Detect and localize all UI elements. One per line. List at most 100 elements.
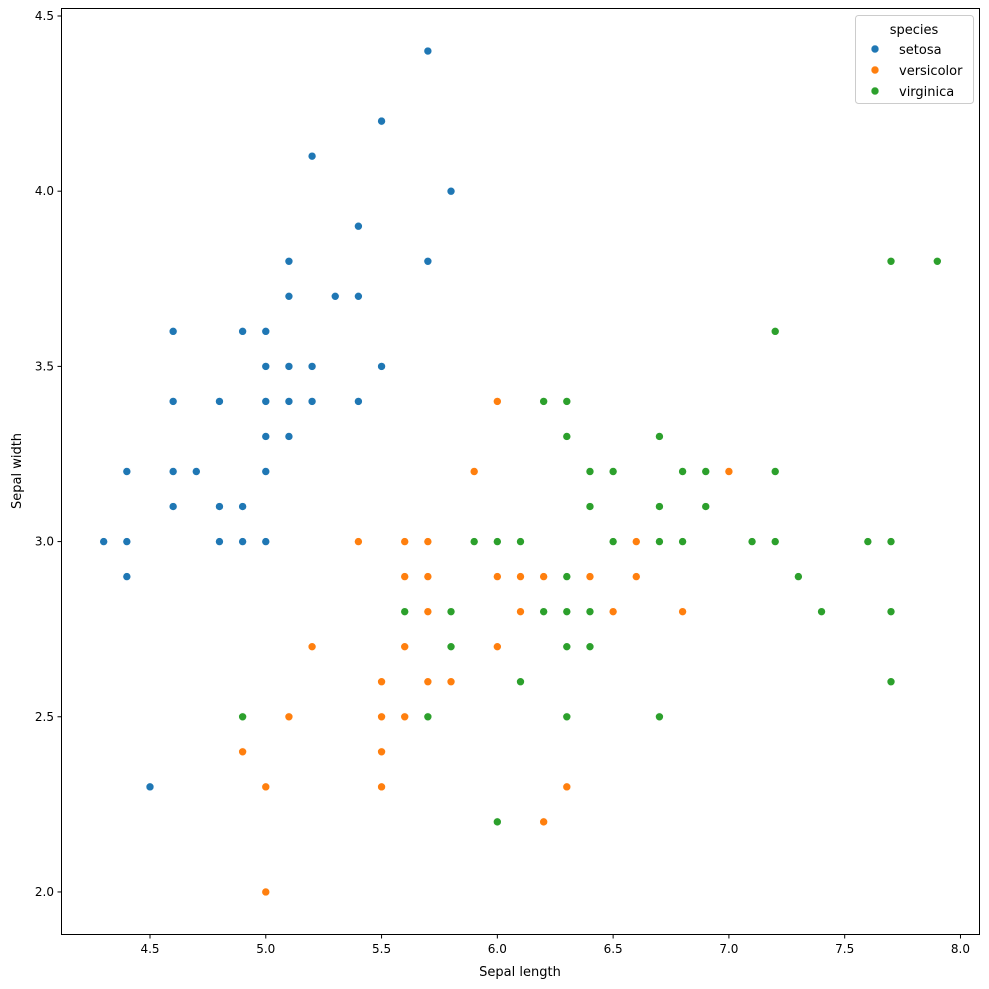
x-axis: 4.5 5.0 5.5 6.0 6.5 7.0 7.5 8.0 [140,934,970,956]
point-virginica-14 [701,502,711,511]
y-tick-label: 2.0 [35,885,54,899]
point-virginica-26 [794,572,803,581]
y-tick-label: 3.5 [35,359,54,373]
point-setosa-16 [377,362,386,371]
point-versicolor-25 [377,712,386,722]
point-virginica-28 [446,607,456,616]
point-versicolor-19 [400,642,410,651]
point-setosa-10 [168,327,178,336]
point-setosa-8 [330,292,340,301]
point-setosa-2 [307,151,317,161]
point-setosa-31 [238,502,247,511]
x-axis-label: Sepal length [479,965,561,980]
point-virginica-12 [585,502,595,511]
point-virginica-7 [585,467,595,476]
point-setosa-23 [261,432,271,441]
point-versicolor-1 [469,467,479,476]
legend-box [855,15,974,104]
point-setosa-5 [284,256,294,266]
point-versicolor-21 [377,677,386,687]
point-versicolor-29 [261,782,271,792]
point-virginica-2 [770,327,780,336]
point-setosa-18 [215,397,224,406]
point-setosa-6 [423,256,433,266]
point-versicolor-30 [377,782,386,792]
legend-label-virginica: virginica [899,85,954,100]
point-virginica-8 [608,467,618,476]
point-setosa-33 [122,537,132,546]
point-setosa-32 [99,537,108,546]
x-tick-label: 8.0 [951,942,970,956]
point-setosa-13 [261,362,271,371]
point-setosa-0 [423,46,433,56]
point-setosa-36 [261,537,271,546]
point-setosa-30 [215,502,224,511]
point-virginica-3 [539,397,548,406]
x-tick-label: 6.5 [604,942,623,956]
legend-marker-virginica [870,86,880,96]
point-virginica-22 [770,537,780,546]
point-virginica-10 [701,467,711,476]
legend-label-versicolor: versicolor [899,64,963,79]
point-versicolor-0 [493,397,502,406]
point-versicolor-31 [562,782,572,792]
legend-marker-setosa [870,44,880,54]
point-versicolor-5 [423,537,433,546]
legend: species setosa versicolor virginica [855,15,974,104]
point-virginica-41 [562,712,572,722]
point-virginica-0 [886,256,896,266]
x-tick-label: 6.0 [488,942,507,956]
point-setosa-21 [307,397,317,406]
point-virginica-27 [400,607,410,616]
point-versicolor-17 [678,607,687,616]
point-setosa-11 [238,327,247,336]
point-setosa-25 [122,467,132,476]
point-setosa-35 [238,537,247,546]
point-setosa-1 [377,116,386,126]
point-setosa-15 [307,362,317,371]
point-versicolor-16 [608,607,618,616]
point-virginica-20 [678,537,687,546]
point-virginica-4 [562,397,572,406]
point-virginica-5 [562,432,572,441]
point-versicolor-15 [516,607,525,616]
point-versicolor-9 [493,572,502,581]
point-setosa-37 [122,572,132,581]
point-virginica-29 [539,607,548,616]
point-virginica-40 [423,712,433,722]
y-axis-label: Sepal width [10,433,25,509]
point-versicolor-8 [423,572,433,581]
point-versicolor-18 [307,642,317,651]
point-setosa-14 [284,362,294,371]
legend-title: species [890,23,939,38]
point-virginica-33 [886,607,896,616]
point-virginica-43 [493,817,502,827]
y-tick-label: 2.5 [35,710,54,724]
point-versicolor-14 [423,607,433,616]
point-setosa-20 [284,397,294,406]
y-axis: 2.0 2.5 3.0 3.5 4.0 4.5 [35,9,62,899]
y-tick-label: 4.5 [35,9,54,23]
data-points [99,46,942,897]
point-virginica-21 [747,537,757,546]
point-versicolor-20 [493,642,502,651]
point-versicolor-27 [238,747,247,757]
point-setosa-38 [145,782,155,792]
point-virginica-39 [238,712,247,722]
point-setosa-7 [284,292,294,301]
point-versicolor-10 [516,572,525,581]
x-tick-label: 7.5 [835,942,854,956]
point-virginica-11 [770,467,780,476]
point-versicolor-3 [354,537,363,546]
point-virginica-30 [562,607,572,616]
point-virginica-19 [655,537,664,546]
point-versicolor-28 [377,747,386,757]
point-setosa-3 [446,186,456,196]
point-setosa-28 [261,467,271,476]
point-versicolor-6 [631,537,641,546]
point-versicolor-23 [446,677,456,687]
point-virginica-23 [863,537,873,546]
point-setosa-22 [354,397,363,406]
x-tick-label: 4.5 [140,942,159,956]
